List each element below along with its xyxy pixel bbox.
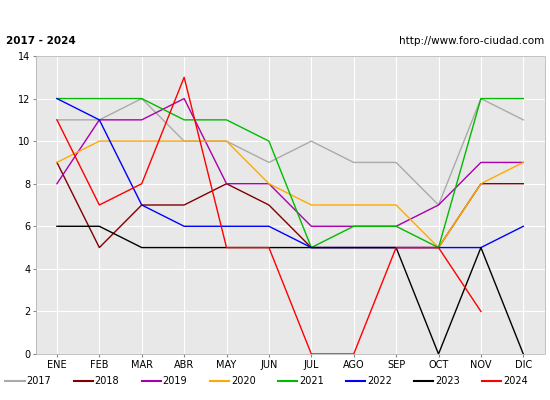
Text: Evolucion del paro registrado en Boadilla del Camino: Evolucion del paro registrado en Boadill…	[91, 8, 459, 22]
Text: 2021: 2021	[299, 376, 323, 386]
Text: 2017 - 2024: 2017 - 2024	[6, 36, 75, 46]
Text: 2023: 2023	[435, 376, 460, 386]
Text: 2020: 2020	[231, 376, 256, 386]
Text: 2022: 2022	[367, 376, 392, 386]
Text: 2024: 2024	[503, 376, 528, 386]
Text: 2017: 2017	[26, 376, 51, 386]
Text: 2019: 2019	[163, 376, 188, 386]
Text: http://www.foro-ciudad.com: http://www.foro-ciudad.com	[399, 36, 544, 46]
Text: 2018: 2018	[95, 376, 119, 386]
